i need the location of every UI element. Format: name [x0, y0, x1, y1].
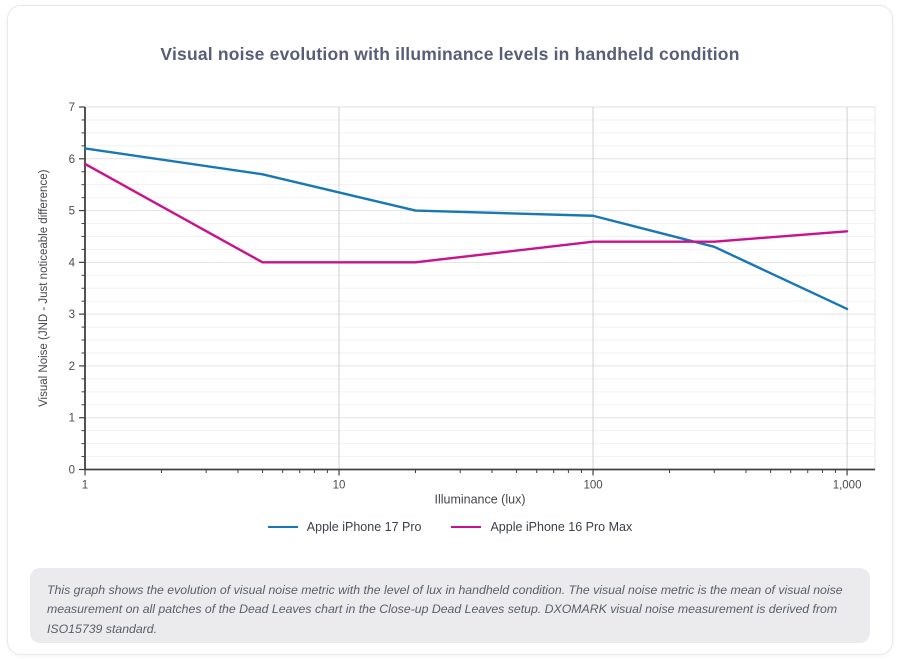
- x-tick-label: 1,000: [833, 480, 862, 492]
- chart-title: Visual noise evolution with illuminance …: [160, 44, 740, 64]
- legend-label: Apple iPhone 16 Pro Max: [490, 520, 633, 534]
- legend-line-swatch: [267, 526, 298, 528]
- y-tick-label: 0: [69, 465, 75, 477]
- series-line-apple-iphone-16-pro-max[interactable]: [83, 162, 849, 264]
- y-tick-label: 7: [69, 102, 75, 114]
- y-tick-label: 3: [69, 309, 75, 321]
- x-tick-label: 100: [583, 480, 602, 492]
- y-axis-title: Visual Noise (JND - Just noticeable diff…: [38, 169, 50, 407]
- y-tick-label: 2: [69, 361, 75, 373]
- legend-item-apple-iphone-16-pro-max[interactable]: Apple iPhone 16 Pro Max: [451, 520, 632, 534]
- x-tick-label: 10: [333, 480, 346, 492]
- series-line-apple-iphone-17-pro[interactable]: [83, 147, 849, 311]
- y-tick-label: 4: [69, 257, 76, 269]
- y-tick-label: 6: [69, 154, 75, 166]
- y-tick-label: 5: [69, 206, 75, 218]
- legend-line-swatch: [451, 526, 482, 528]
- chart-description-note: This graph shows the evolution of visual…: [30, 568, 870, 643]
- legend-item-apple-iphone-17-pro[interactable]: Apple iPhone 17 Pro: [267, 520, 422, 534]
- x-tick-label: 1: [82, 480, 88, 492]
- chart-legend: Apple iPhone 17 Pro Apple iPhone 16 Pro M…: [0, 520, 900, 534]
- chart-description-text: This graph shows the evolution of visual…: [47, 583, 843, 636]
- x-axis-title: Illuminance (lux): [434, 493, 525, 507]
- y-tick-label: 1: [69, 413, 75, 425]
- legend-label: Apple iPhone 17 Pro: [306, 520, 422, 534]
